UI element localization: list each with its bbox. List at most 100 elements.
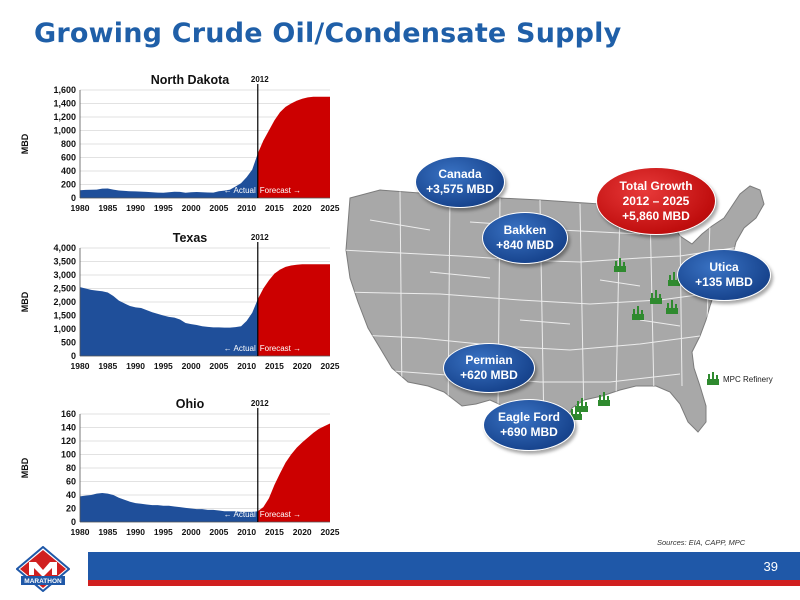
- actual-area: [80, 492, 258, 522]
- forecast-label: Forecast →: [260, 510, 301, 519]
- refinery-legend: MPC Refinery: [706, 372, 773, 386]
- x-tick-label: 2015: [265, 527, 284, 537]
- y-tick-label: 3,000: [53, 270, 76, 280]
- bakken-label: Bakken: [503, 223, 547, 237]
- x-tick-label: 1985: [98, 527, 117, 537]
- x-tick-label: 1995: [154, 361, 173, 371]
- x-tick-label: 2025: [321, 527, 340, 537]
- y-tick-label: 100: [61, 450, 76, 460]
- y-tick-label: 2,000: [53, 297, 76, 307]
- canada-bubble: Canada +3,575 MBD: [415, 156, 505, 208]
- x-tick-label: 1995: [154, 203, 173, 213]
- x-tick-label: 2020: [293, 203, 312, 213]
- y-tick-label: 1,000: [53, 324, 76, 334]
- eagle-ford-value: +690 MBD: [500, 425, 558, 439]
- refinery-icon: [707, 372, 719, 385]
- footer-bar: [88, 552, 800, 580]
- y-tick-label: 200: [61, 180, 76, 190]
- x-tick-label: 1980: [71, 361, 90, 371]
- x-tick-label: 2020: [293, 361, 312, 371]
- refinery-legend-label: MPC Refinery: [723, 374, 773, 384]
- x-tick-label: 2000: [182, 203, 201, 213]
- total-growth-value: +5,860 MBD: [622, 208, 690, 223]
- forecast-label: Forecast →: [260, 344, 301, 353]
- forecast-area: [257, 264, 330, 356]
- x-tick-label: 2005: [209, 203, 228, 213]
- actual-label: ← Actual: [224, 344, 256, 353]
- x-tick-label: 2010: [237, 203, 256, 213]
- canada-value: +3,575 MBD: [426, 182, 494, 196]
- forecast-label: Forecast →: [260, 186, 301, 195]
- refinery-icon: [614, 258, 626, 272]
- refinery-icon: [598, 392, 610, 406]
- x-tick-label: 2015: [265, 203, 284, 213]
- x-tick-label: 1995: [154, 527, 173, 537]
- total-growth-bubble: Total Growth 2012 – 2025 +5,860 MBD: [596, 167, 716, 235]
- chart-title: Texas: [173, 231, 208, 245]
- permian-value: +620 MBD: [460, 368, 518, 382]
- x-tick-label: 1985: [98, 203, 117, 213]
- y-tick-label: 2,500: [53, 284, 76, 294]
- utica-label: Utica: [709, 260, 739, 274]
- x-tick-label: 1985: [98, 361, 117, 371]
- y-tick-label: 0: [71, 193, 76, 203]
- y-tick-label: 1,500: [53, 311, 76, 321]
- y-tick-label: 0: [71, 517, 76, 527]
- bakken-bubble: Bakken +840 MBD: [482, 212, 568, 264]
- eagle-ford-bubble: Eagle Ford +690 MBD: [483, 399, 575, 451]
- y-tick-label: 1,000: [53, 126, 76, 136]
- north-dakota-chart: 0 200 400 600 800 1,000 1,200 1,400 1,600 1980 198…: [0, 70, 345, 213]
- permian-label: Permian: [465, 353, 513, 367]
- y-axis-label: MBD: [20, 457, 30, 478]
- y-axis-label: MBD: [20, 291, 30, 312]
- y-axis-label: MBD: [20, 133, 30, 154]
- split-year-label: 2012: [251, 75, 269, 84]
- x-tick-label: 2000: [182, 527, 201, 537]
- y-tick-label: 20: [66, 504, 76, 514]
- y-tick-label: 800: [61, 139, 76, 149]
- y-tick-label: 500: [61, 338, 76, 348]
- y-tick-label: 80: [66, 463, 76, 473]
- chart-svg: 0 500 1,000 1,500 2,000 2,500 3,000 3,500 4,000 1…: [20, 231, 340, 371]
- marathon-logo: MARATHON: [16, 546, 70, 592]
- x-tick-label: 2020: [293, 527, 312, 537]
- x-tick-label: 1980: [71, 203, 90, 213]
- y-tick-label: 120: [61, 436, 76, 446]
- x-tick-label: 2005: [209, 527, 228, 537]
- x-tick-label: 1990: [126, 361, 145, 371]
- y-tick-label: 1,600: [53, 85, 76, 95]
- x-tick-label: 2015: [265, 361, 284, 371]
- slide-title: Growing Crude Oil/Condensate Supply: [34, 18, 622, 49]
- y-tick-label: 400: [61, 166, 76, 176]
- chart-svg: 0 20 40 60 80 100 120 140 160 1980 1985 1990 1995 200…: [20, 397, 340, 537]
- refinery-icon: [650, 290, 662, 304]
- eagle-ford-label: Eagle Ford: [497, 410, 560, 424]
- y-tick-label: 3,500: [53, 257, 76, 267]
- y-tick-label: 1,200: [53, 112, 76, 122]
- y-tick-label: 4,000: [53, 243, 76, 253]
- x-tick-label: 2010: [237, 361, 256, 371]
- y-tick-label: 160: [61, 409, 76, 419]
- refinery-icon: [570, 406, 582, 420]
- refinery-icon: [576, 398, 588, 412]
- actual-area: [80, 153, 258, 198]
- chart-svg: 0 200 400 600 800 1,000 1,200 1,400 1,600 1980 198…: [20, 73, 340, 213]
- actual-label: ← Actual: [224, 186, 256, 195]
- x-tick-label: 2010: [237, 527, 256, 537]
- sources-note: Sources: EIA, CAPP, MPC: [657, 538, 746, 547]
- split-year-label: 2012: [251, 399, 269, 408]
- refinery-icon: [666, 300, 678, 314]
- total-growth-period: 2012 – 2025: [622, 193, 690, 208]
- refinery-icon: [632, 306, 644, 320]
- forecast-area: [257, 423, 330, 522]
- bakken-value: +840 MBD: [496, 238, 554, 252]
- split-year-label: 2012: [251, 233, 269, 242]
- x-tick-label: 2025: [321, 361, 340, 371]
- y-tick-label: 60: [66, 477, 76, 487]
- x-tick-label: 2005: [209, 361, 228, 371]
- canada-label: Canada: [438, 167, 482, 181]
- actual-label: ← Actual: [224, 510, 256, 519]
- permian-bubble: Permian +620 MBD: [443, 343, 535, 393]
- y-tick-label: 600: [61, 153, 76, 163]
- y-tick-label: 40: [66, 490, 76, 500]
